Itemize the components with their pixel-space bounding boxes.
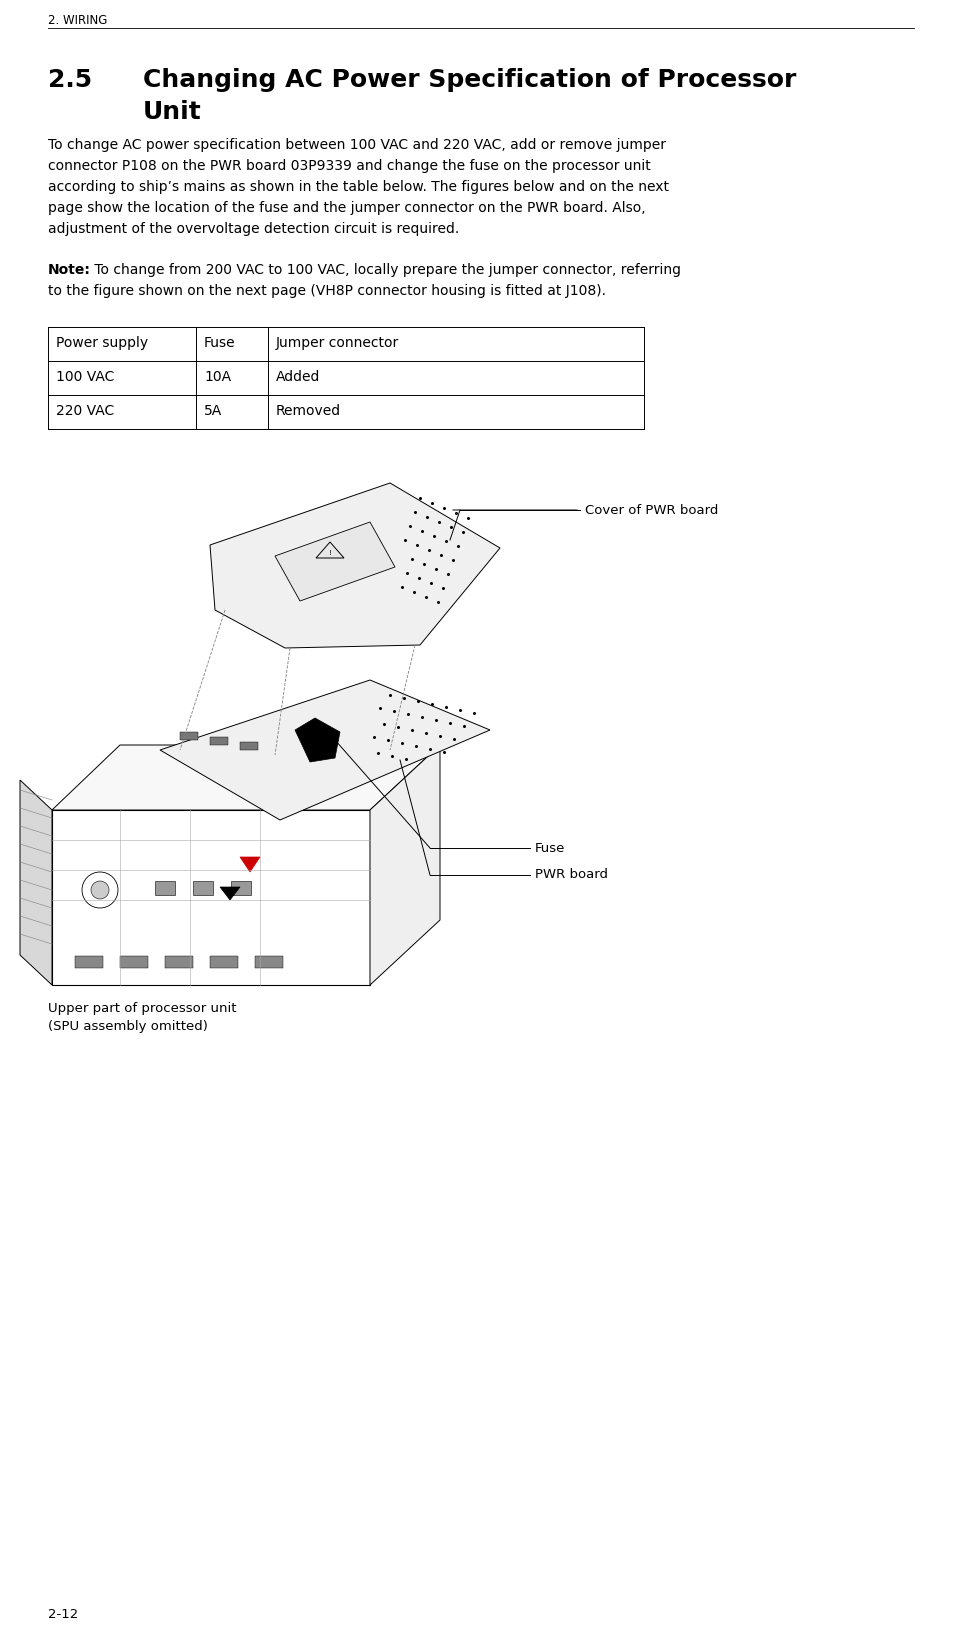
Text: Upper part of processor unit: Upper part of processor unit <box>48 1002 236 1015</box>
Polygon shape <box>160 681 489 819</box>
Bar <box>120 956 148 968</box>
Polygon shape <box>209 483 500 648</box>
Bar <box>231 881 251 894</box>
Text: Power supply: Power supply <box>56 336 148 349</box>
Text: 220 VAC: 220 VAC <box>56 405 114 418</box>
Text: Jumper connector: Jumper connector <box>276 336 399 349</box>
Text: Fuse: Fuse <box>534 842 565 855</box>
Text: 100 VAC: 100 VAC <box>56 370 114 384</box>
Text: Note:: Note: <box>48 263 90 277</box>
Bar <box>255 956 283 968</box>
Text: To change AC power specification between 100 VAC and 220 VAC, add or remove jump: To change AC power specification between… <box>48 139 665 152</box>
Text: (SPU assembly omitted): (SPU assembly omitted) <box>48 1020 208 1033</box>
Polygon shape <box>52 744 439 809</box>
Text: connector P108 on the PWR board 03P9339 and change the fuse on the processor uni: connector P108 on the PWR board 03P9339 … <box>48 158 650 173</box>
Bar <box>193 881 212 894</box>
Text: 2. WIRING: 2. WIRING <box>48 15 108 28</box>
Text: Cover of PWR board: Cover of PWR board <box>584 504 718 516</box>
Bar <box>209 956 237 968</box>
Text: adjustment of the overvoltage detection circuit is required.: adjustment of the overvoltage detection … <box>48 222 458 237</box>
Text: according to ship’s mains as shown in the table below. The figures below and on : according to ship’s mains as shown in th… <box>48 180 668 194</box>
Text: !: ! <box>329 550 332 557</box>
Text: 2-12: 2-12 <box>48 1608 78 1621</box>
Polygon shape <box>239 857 259 871</box>
Text: 10A: 10A <box>204 370 231 384</box>
Text: Fuse: Fuse <box>204 336 235 349</box>
Text: Unit: Unit <box>143 100 202 124</box>
Polygon shape <box>20 780 52 986</box>
Polygon shape <box>275 522 395 601</box>
Circle shape <box>91 881 109 899</box>
Text: 5A: 5A <box>204 405 222 418</box>
Bar <box>75 956 103 968</box>
Text: To change from 200 VAC to 100 VAC, locally prepare the jumper connector, referri: To change from 200 VAC to 100 VAC, local… <box>90 263 680 277</box>
Bar <box>180 733 198 739</box>
Text: Added: Added <box>276 370 320 384</box>
Bar <box>239 743 258 751</box>
Text: to the figure shown on the next page (VH8P connector housing is fitted at J108).: to the figure shown on the next page (VH… <box>48 284 605 299</box>
Polygon shape <box>370 744 439 986</box>
Polygon shape <box>220 888 239 899</box>
Text: PWR board: PWR board <box>534 868 607 881</box>
Text: 2.5: 2.5 <box>48 69 92 91</box>
Bar <box>165 956 193 968</box>
Text: Removed: Removed <box>276 405 341 418</box>
Polygon shape <box>295 718 339 762</box>
Text: Changing AC Power Specification of Processor: Changing AC Power Specification of Proce… <box>143 69 796 91</box>
Text: page show the location of the fuse and the jumper connector on the PWR board. Al: page show the location of the fuse and t… <box>48 201 645 215</box>
Bar <box>209 738 228 744</box>
Bar <box>155 881 175 894</box>
